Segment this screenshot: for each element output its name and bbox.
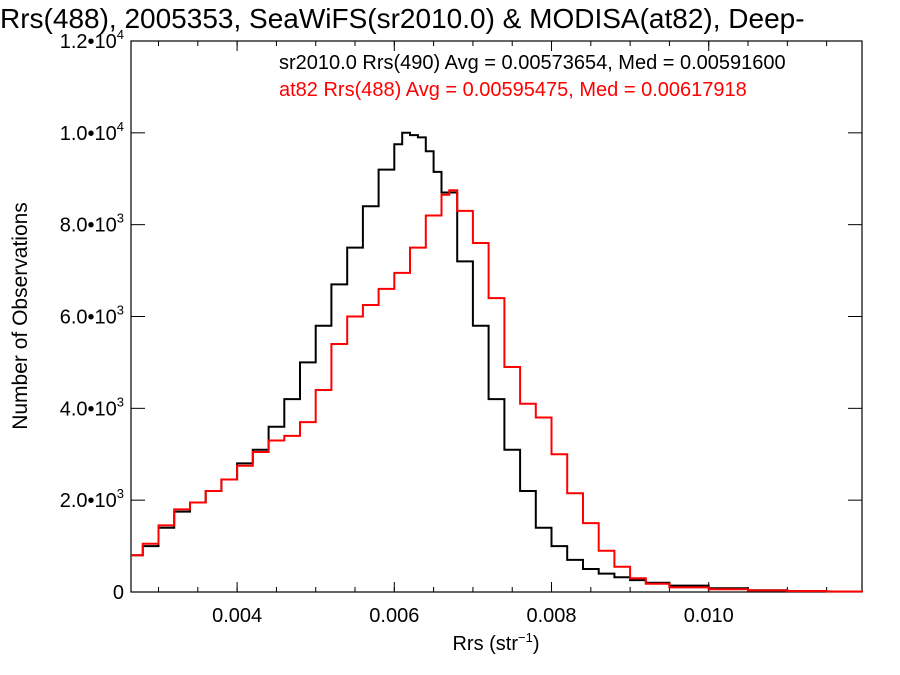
plot-area xyxy=(130,40,863,593)
y-tick-exponent: 4 xyxy=(117,119,124,134)
y-tick-exponent: 3 xyxy=(117,486,124,501)
annotations: sr2010.0 Rrs(490) Avg = 0.00573654, Med … xyxy=(279,52,786,101)
y-tick-label: 2.0•103 xyxy=(60,486,124,512)
series-1-line xyxy=(131,131,863,593)
y-tick-mantissa: 6.0•10 xyxy=(60,307,117,329)
axis-ticks xyxy=(131,40,862,593)
x-axis-label: Rrs (str−1) xyxy=(452,630,539,655)
x-axis-label-text: Rrs (str xyxy=(452,633,518,655)
x-axis-label-sup: −1 xyxy=(518,630,533,645)
y-axis-label: Number of Observations xyxy=(9,202,32,430)
annotation-series-2: at82 Rrs(488) Avg = 0.00595475, Med = 0.… xyxy=(279,79,747,101)
y-tick-mantissa: 2.0•10 xyxy=(60,490,117,512)
x-tick-label: 0.010 xyxy=(684,605,734,627)
x-axis-label-tail: ) xyxy=(533,633,540,655)
x-tick-label: 0.008 xyxy=(526,605,576,627)
annotation-series-1: sr2010.0 Rrs(490) Avg = 0.00573654, Med … xyxy=(279,52,786,74)
plot-frame xyxy=(130,40,863,593)
y-tick-exponent: 3 xyxy=(117,394,124,409)
y-tick-label: 8.0•103 xyxy=(60,211,124,237)
series-layer xyxy=(131,131,863,593)
y-tick-labels: 02.0•1034.0•1036.0•1038.0•1031.0•1041.2•… xyxy=(60,27,124,604)
y-tick-label: 4.0•103 xyxy=(60,394,124,420)
y-tick-label: 1.0•104 xyxy=(60,119,124,145)
y-tick-mantissa: 8.0•10 xyxy=(60,215,117,237)
y-tick-label: 1.2•104 xyxy=(60,27,124,53)
y-tick-label: 0 xyxy=(113,582,124,604)
y-tick-mantissa: 1.2•10 xyxy=(60,31,117,53)
series-2-line xyxy=(131,189,863,593)
x-tick-label: 0.004 xyxy=(212,605,262,627)
y-tick-label: 6.0•103 xyxy=(60,303,124,329)
x-tick-label: 0.006 xyxy=(369,605,419,627)
chart-title: Rrs(488), 2005353, SeaWiFS(sr2010.0) & M… xyxy=(0,3,805,34)
y-tick-exponent: 3 xyxy=(117,211,124,226)
x-tick-labels: 0.004 0.006 0.008 0.010 xyxy=(212,605,734,627)
y-tick-mantissa: 1.0•10 xyxy=(60,123,117,145)
y-tick-mantissa: 0 xyxy=(113,582,124,604)
y-tick-exponent: 3 xyxy=(117,303,124,318)
y-tick-mantissa: 4.0•10 xyxy=(60,398,117,420)
y-tick-exponent: 4 xyxy=(117,27,124,42)
